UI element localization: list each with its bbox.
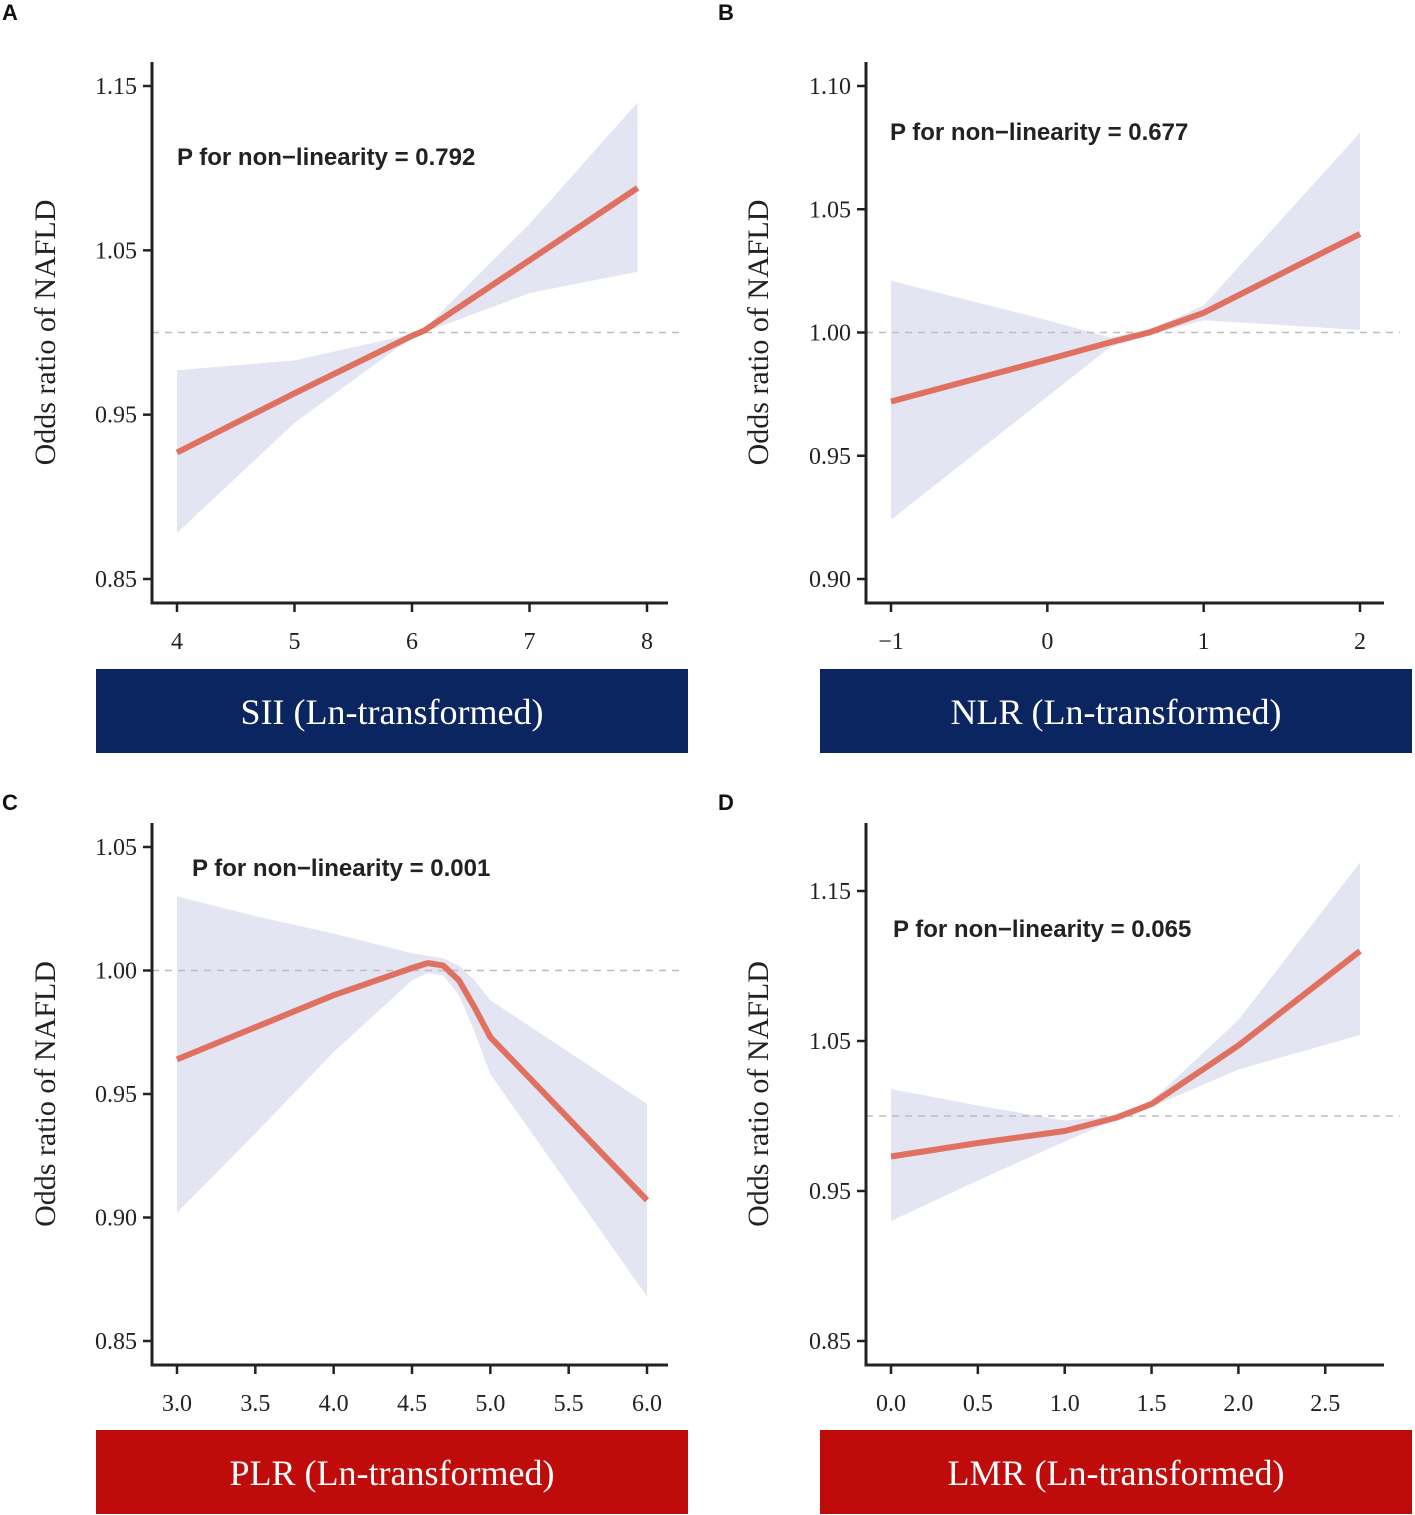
x-axis-label: NLR (Ln-transformed)	[951, 692, 1282, 732]
y-tick-label: 0.95	[95, 403, 137, 429]
x-tick-label: 5	[289, 629, 301, 655]
y-tick-label: 0.95	[95, 1082, 137, 1108]
confidence-band	[891, 862, 1360, 1221]
odds-ratio-line	[175, 960, 650, 1203]
panel-b: B 0.90 0.95 1.00 1.05 1.10 −1 0 1 2 Odds ratio of …	[718, 0, 1412, 753]
y-tick-label: 1.05	[809, 1029, 851, 1055]
x-axis-label: PLR (Ln-transformed)	[230, 1453, 555, 1493]
x-tick-label: 0.5	[963, 1391, 993, 1417]
y-tick-label: 1.00	[809, 321, 851, 347]
y-tick-label: 1.00	[95, 959, 137, 985]
y-axis-label: Odds ratio of NAFLD	[29, 200, 62, 466]
odds-ratio-line	[890, 948, 1362, 1160]
x-label-banner	[96, 1430, 688, 1514]
x-axis-label: SII (Ln-transformed)	[241, 692, 544, 732]
x-label-banner	[820, 1430, 1412, 1514]
panel-letter: A	[2, 0, 18, 25]
y-tick-label: 1.15	[809, 879, 851, 905]
x-tick-label: 5.5	[554, 1391, 584, 1417]
x-tick-label: 5.0	[475, 1391, 505, 1417]
x-tick-label: 4	[171, 629, 183, 655]
x-tick-label: 0	[1041, 629, 1053, 655]
panel-letter: D	[718, 790, 734, 815]
x-tick-label: 2.5	[1310, 1391, 1340, 1417]
x-tick-label: 4.5	[397, 1391, 427, 1417]
y-tick-label: 0.95	[809, 1179, 851, 1205]
non-linearity-annotation: P for non−linearity = 0.065	[893, 916, 1191, 943]
panel-a: A 0.85 0.95 1.05 1.15 4 5 6 7 8 Odds ratio of NAFL…	[2, 0, 688, 753]
x-tick-label: 1.5	[1137, 1391, 1167, 1417]
x-tick-label: −1	[878, 629, 904, 655]
odds-ratio-line	[890, 231, 1362, 405]
y-tick-label: 0.85	[95, 567, 137, 593]
non-linearity-annotation: P for non−linearity = 0.792	[177, 144, 475, 171]
non-linearity-annotation: P for non−linearity = 0.677	[890, 119, 1188, 146]
y-tick-label: 0.85	[809, 1329, 851, 1355]
y-axis-label: Odds ratio of NAFLD	[29, 961, 62, 1227]
x-tick-label: 4.0	[319, 1391, 349, 1417]
y-tick-label: 1.05	[809, 197, 851, 223]
panel-c: C 0.85 0.90 0.95 1.00 1.05 3.0 3.5 4.0 4.5 5.0 5.5 6…	[2, 790, 688, 1514]
x-tick-label: 6	[406, 629, 418, 655]
x-label-banner	[820, 669, 1412, 753]
odds-ratio-line	[175, 185, 640, 456]
x-tick-label: 0.0	[876, 1391, 906, 1417]
y-tick-label: 1.10	[809, 74, 851, 100]
x-tick-label: 8	[641, 629, 653, 655]
y-axis-label: Odds ratio of NAFLD	[742, 200, 775, 466]
x-tick-label: 7	[524, 629, 536, 655]
confidence-band	[177, 896, 647, 1297]
x-axis-label: LMR (Ln-transformed)	[948, 1453, 1285, 1493]
y-tick-label: 0.85	[95, 1329, 137, 1355]
panel-letter: B	[718, 0, 734, 25]
x-tick-label: 6.0	[632, 1391, 662, 1417]
panel-letter: C	[2, 790, 18, 815]
y-tick-label: 1.15	[95, 74, 137, 100]
y-tick-label: 0.90	[95, 1206, 137, 1232]
y-axis-label: Odds ratio of NAFLD	[742, 961, 775, 1227]
non-linearity-annotation: P for non−linearity = 0.001	[192, 855, 490, 882]
y-tick-label: 1.05	[95, 238, 137, 264]
x-tick-label: 2	[1354, 629, 1366, 655]
y-tick-label: 0.95	[809, 444, 851, 470]
x-tick-label: 2.0	[1223, 1391, 1253, 1417]
x-label-banner	[96, 669, 688, 753]
y-tick-label: 1.05	[95, 835, 137, 861]
confidence-band	[891, 132, 1360, 520]
x-tick-label: 3.0	[162, 1391, 192, 1417]
x-tick-label: 1.0	[1050, 1391, 1080, 1417]
y-tick-label: 0.90	[809, 567, 851, 593]
x-tick-label: 1	[1198, 629, 1210, 655]
panel-d: D 0.85 0.95 1.05 1.15 0.0 0.5 1.0 1.5 2.0 2.5 Odds …	[718, 790, 1412, 1514]
x-tick-label: 3.5	[240, 1391, 270, 1417]
